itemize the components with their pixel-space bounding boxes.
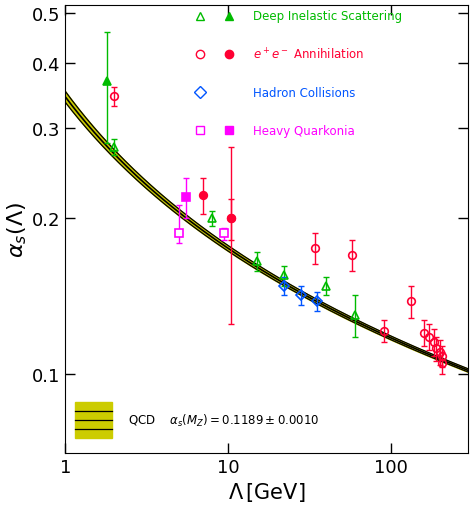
Text: Heavy Quarkonia: Heavy Quarkonia [253,125,355,137]
Text: Hadron Collisions: Hadron Collisions [253,87,355,99]
Text: Deep Inelastic Scattering: Deep Inelastic Scattering [253,10,402,23]
Text: QCD    $\alpha_s(M_Z) = 0.1189 \pm 0.0010$: QCD $\alpha_s(M_Z) = 0.1189 \pm 0.0010$ [128,412,319,428]
Bar [75,402,112,438]
Text: $e^+e^-$ Annihilation: $e^+e^-$ Annihilation [253,47,364,63]
Y-axis label: $\alpha_s(\Lambda)$: $\alpha_s(\Lambda)$ [6,202,29,258]
X-axis label: $\Lambda\,[\mathrm{GeV}]$: $\Lambda\,[\mathrm{GeV}]$ [228,480,306,503]
